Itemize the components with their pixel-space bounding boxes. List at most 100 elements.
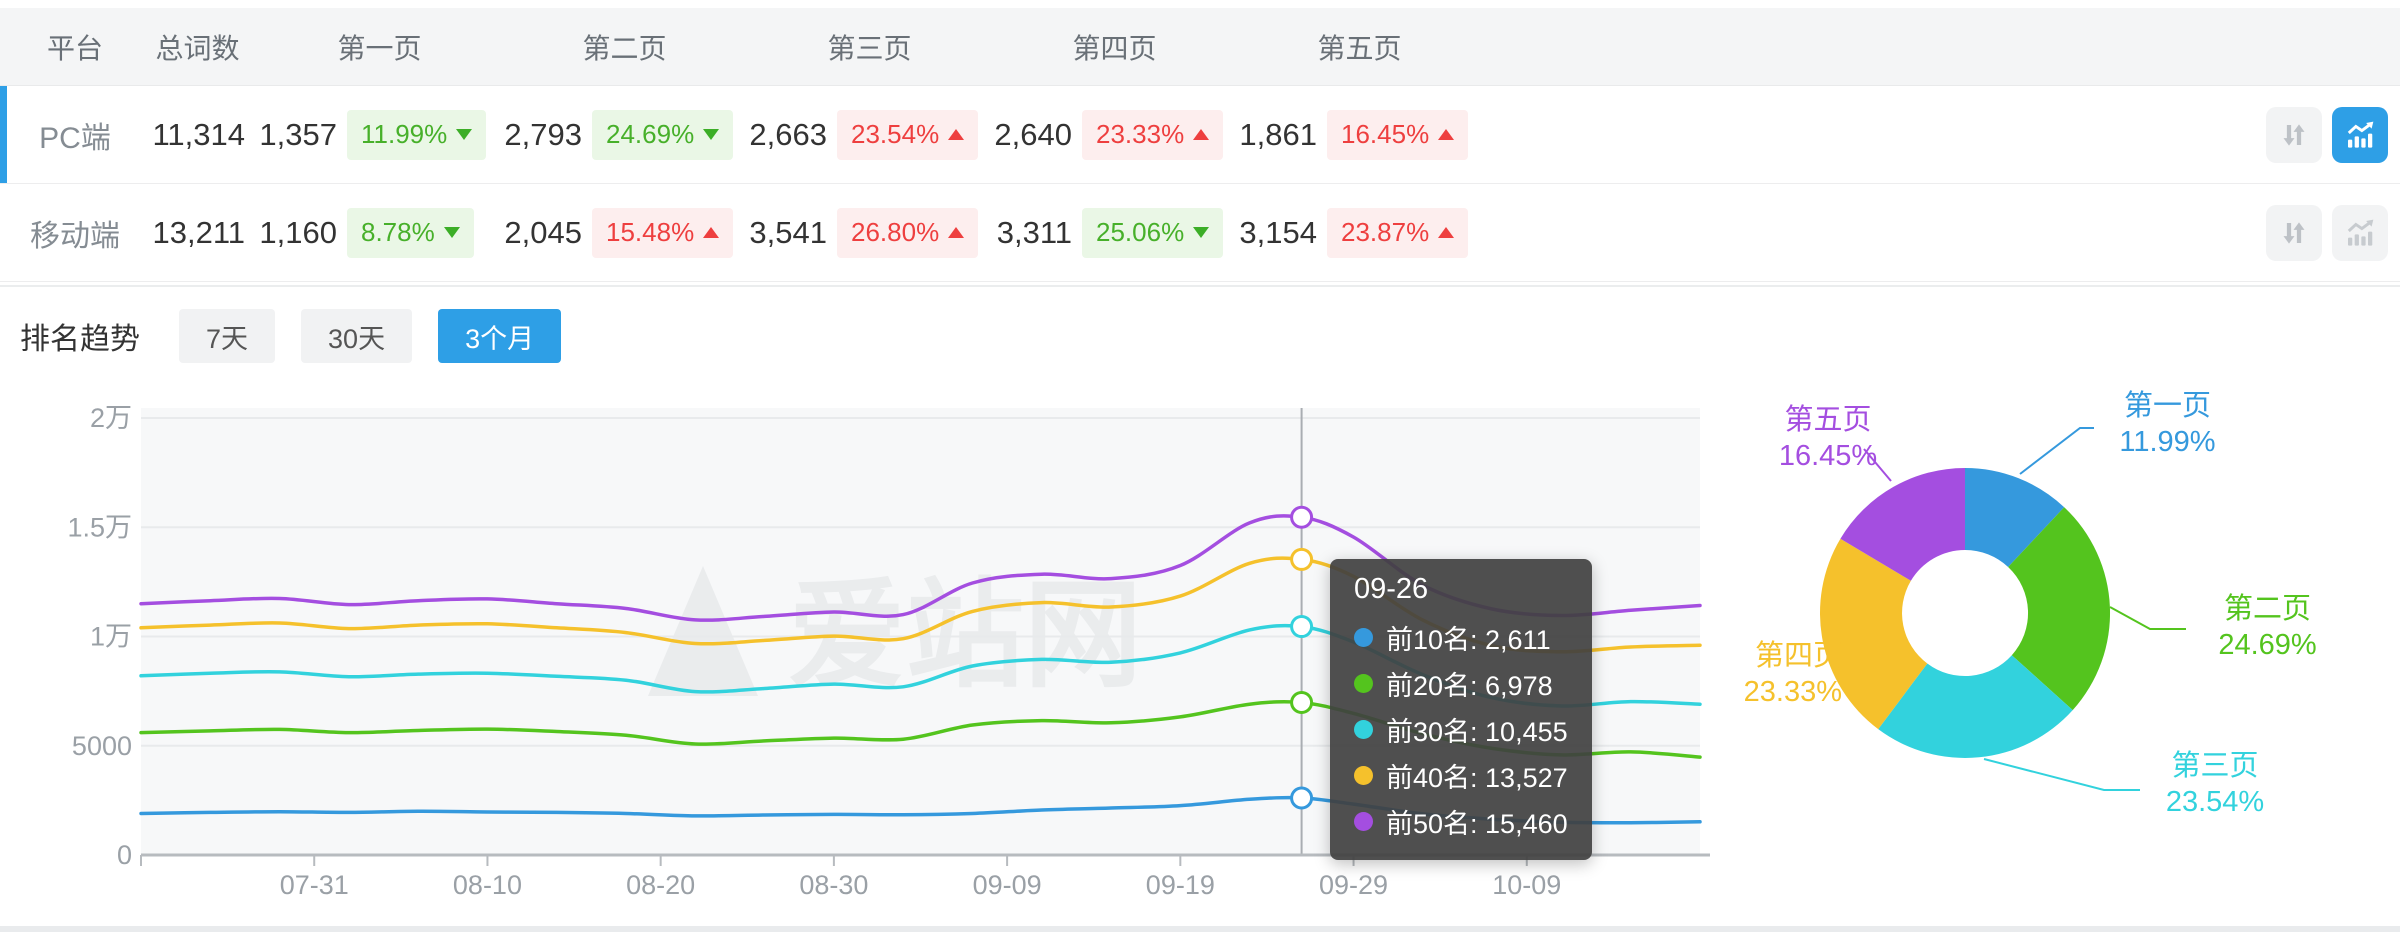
donut-slice-第三页[interactable] [1878,655,2073,758]
highlight-marker [1290,691,1314,715]
donut-slice-第二页[interactable] [2008,507,2111,711]
down-triangle-icon [1193,227,1210,238]
tooltip-item-text: 前50名: 15,460 [1386,808,1568,839]
chart-tooltip: 09-26 前10名: 2,611 前20名: 6,978 前30名: 10,455… [1330,559,1592,860]
donut-leader-line [2019,427,2094,475]
donut-label-第三页: 第三页 23.54% [2145,748,2285,820]
highlight-marker [1290,505,1314,529]
donut-label-name: 第五页 [1784,404,1872,436]
change-badge-cell: 24.69% [582,109,747,160]
donut-label-percent: 16.45% [1778,440,1878,472]
down-triangle-icon [456,129,473,140]
donut-slice-第一页[interactable] [1965,468,2065,567]
highlight-marker [1290,547,1314,571]
donut-label-第一页: 第一页 11.99% [2095,388,2240,460]
donut-slice-第四页[interactable] [1820,538,1928,730]
change-percent: 24.69% [606,119,695,149]
page-count: 1,160 [259,214,337,250]
change-badge-cell: 23.33% [1072,109,1237,160]
tab-3个月[interactable]: 3个月 [438,309,562,363]
donut-leader-line [1983,758,2140,791]
table-row[interactable]: 移动端 13,211 1,160 8.78% 2,045 15.48% 3,541 26.80… [0,184,2400,282]
page-count: 2,793 [504,116,582,152]
sort-arrows-icon [2283,221,2305,244]
donut-label-name: 第一页 [2123,390,2211,422]
change-badge: 25.06% [1082,207,1224,258]
tab-30天[interactable]: 30天 [301,309,413,363]
sort-button[interactable] [2266,204,2322,261]
donut-leader-line [1826,648,1853,669]
up-triangle-icon [948,129,965,140]
x-tick-label: 08-10 [453,870,522,900]
series-dot-icon [1354,765,1373,785]
trend-chart-icon [2347,121,2374,148]
sort-arrows-icon [2283,123,2305,146]
row-actions [2266,204,2388,261]
change-badge-cell: 11.99% [337,109,502,160]
change-badge: 23.87% [1327,207,1469,258]
change-percent: 25.06% [1096,217,1185,247]
change-percent: 23.33% [1096,119,1185,149]
tooltip-item: 前30名: 10,455 [1354,706,1568,752]
x-tick-label: 09-19 [1146,870,1215,900]
trend-chart-icon [2347,219,2374,246]
change-badge-cell: 26.80% [827,207,992,258]
change-percent: 11.99% [361,119,448,149]
change-percent: 8.78% [361,217,435,247]
tooltip-item-text: 前30名: 10,455 [1386,716,1568,747]
series-dot-icon [1354,673,1373,693]
page-distribution-donut [1820,427,2186,791]
x-tick-label: 10-09 [1492,870,1561,900]
page-count: 3,154 [1239,214,1317,250]
highlight-marker [1290,615,1314,639]
x-tick-label: 08-20 [626,870,695,900]
column-header: 第二页 [582,32,667,64]
platform-name: PC端 [39,121,111,155]
x-tick-label: 09-29 [1319,870,1388,900]
donut-label-percent: 23.54% [2165,786,2265,818]
active-row-indicator [0,86,7,183]
total-keywords: 11,314 [152,116,245,152]
page-count: 2,640 [994,116,1072,152]
down-triangle-icon [703,129,720,140]
y-tick-label: 0 [117,840,132,870]
tooltip-item-text: 前40名: 13,527 [1386,762,1568,793]
sort-button[interactable] [2266,106,2322,163]
page-count: 1,861 [1239,116,1317,152]
donut-label-percent: 24.69% [2218,629,2317,661]
x-tick-label: 07-31 [280,870,349,900]
change-badge-cell: 16.45% [1317,109,1482,160]
change-badge: 8.78% [347,207,474,258]
change-percent: 16.45% [1341,119,1430,149]
trend-chart-button[interactable] [2332,106,2388,163]
series-dot-icon [1354,627,1373,647]
keyword-table: 平台 总词数 第一页 第二页 第三页 第四页 第五页 PC端 11,314 1,357 11.99… [0,8,2400,287]
change-badge: 26.80% [837,207,979,258]
tooltip-item: 前40名: 13,527 [1354,752,1568,798]
tab-7天[interactable]: 7天 [179,309,276,363]
donut-label-percent: 11.99% [2119,426,2216,458]
change-badge-cell: 25.06% [1072,207,1237,258]
highlight-marker [1290,786,1314,810]
donut-label-name: 第二页 [2223,593,2311,625]
footer-strip [0,926,2400,932]
y-tick-label: 1.5万 [67,512,132,542]
up-triangle-icon [1193,129,1210,140]
change-badge-cell: 8.78% [337,207,502,258]
change-badge: 16.45% [1327,109,1469,160]
tooltip-item: 前50名: 15,460 [1354,798,1568,844]
up-triangle-icon [1438,129,1455,140]
column-header: 第三页 [827,32,912,64]
change-badge: 23.33% [1082,109,1224,160]
up-triangle-icon [1438,227,1455,238]
donut-leader-line [2109,606,2186,630]
donut-slice-第五页[interactable] [1840,468,1965,581]
change-percent: 23.54% [851,119,940,149]
change-badge-cell: 23.54% [827,109,992,160]
page-count: 3,541 [749,214,827,250]
tooltip-item-text: 前10名: 2,611 [1386,624,1551,655]
trend-chart-button[interactable] [2332,204,2388,261]
section-divider [0,285,2400,287]
platform-name: 移动端 [30,219,120,253]
table-row[interactable]: PC端 11,314 1,357 11.99% 2,793 24.69% 2,663 23.5… [0,86,2400,184]
